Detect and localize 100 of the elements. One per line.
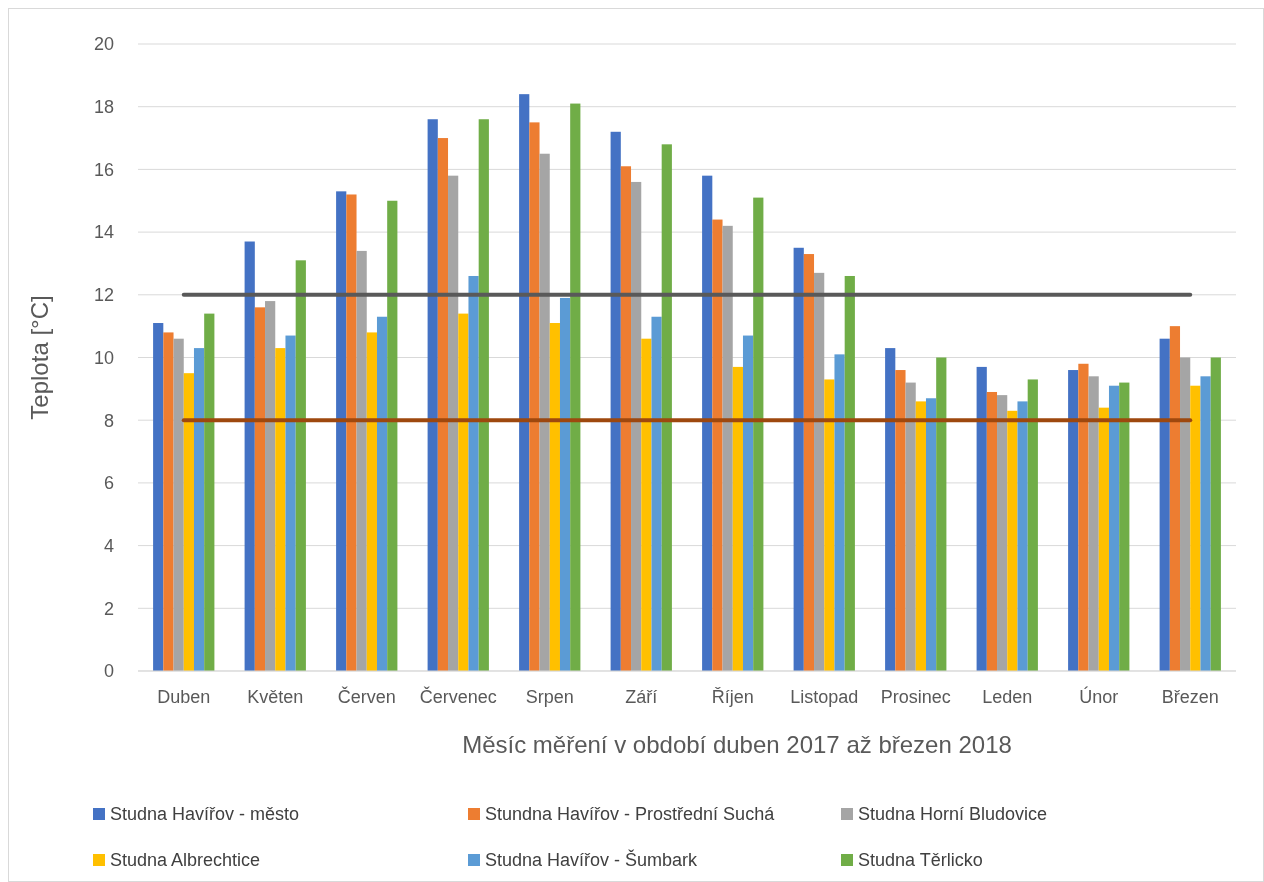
bar — [285, 335, 296, 671]
y-tick-label: 10 — [93, 347, 114, 368]
bar — [620, 166, 632, 671]
bar — [244, 241, 255, 671]
bar — [1027, 379, 1038, 671]
bar — [824, 379, 835, 671]
bar — [1180, 357, 1191, 671]
bar — [549, 323, 560, 671]
y-tick-label: 4 — [103, 535, 114, 556]
bar — [905, 382, 916, 671]
x-tick-label: Září — [625, 687, 658, 707]
bar — [732, 366, 743, 671]
bar — [387, 200, 398, 671]
bar — [346, 194, 357, 671]
x-axis-title: Měsíc měření v období duben 2017 až březen 2018 — [462, 731, 1012, 758]
y-tick-label: 12 — [93, 285, 114, 306]
bar — [986, 391, 998, 671]
bar — [936, 357, 947, 671]
y-tick-label: 0 — [103, 661, 114, 682]
bar — [814, 272, 825, 671]
bar — [204, 313, 215, 671]
bar — [742, 335, 754, 671]
bar — [925, 398, 937, 671]
bar — [356, 250, 367, 671]
y-axis-title: Teplota [°C] — [26, 295, 53, 420]
x-tick-label: Prosinec — [880, 687, 951, 707]
x-tick-label: Srpen — [525, 687, 574, 707]
bar — [1108, 385, 1120, 671]
bar — [712, 219, 723, 671]
bar — [448, 175, 459, 671]
bar — [1169, 326, 1181, 671]
bar — [366, 332, 377, 671]
bar — [265, 301, 276, 671]
y-tick-label: 20 — [93, 34, 114, 55]
bar — [437, 138, 449, 671]
bar — [427, 119, 438, 671]
bar — [1210, 357, 1221, 671]
bar — [295, 260, 306, 671]
bar — [1190, 385, 1201, 671]
y-tick-label: 16 — [93, 159, 114, 180]
bar — [539, 153, 550, 671]
bar — [376, 316, 388, 671]
bar — [1119, 382, 1130, 671]
bar — [183, 373, 194, 671]
bar — [1088, 376, 1099, 671]
legend-label: Studna Havířov - Šumbark — [485, 849, 699, 871]
bar — [153, 323, 164, 671]
bar — [163, 332, 174, 671]
x-tick-label: Únor — [1079, 686, 1119, 707]
bar — [997, 395, 1008, 671]
bar — [1017, 401, 1028, 671]
bar — [976, 366, 987, 671]
bar — [173, 338, 184, 671]
x-tick-label: Březen — [1161, 687, 1219, 707]
bar — [1200, 376, 1211, 671]
y-tick-label: 18 — [93, 97, 114, 117]
bar — [793, 247, 804, 671]
bar — [458, 313, 469, 671]
bar — [519, 94, 530, 671]
y-tick-label: 14 — [93, 222, 114, 243]
x-tick-label: Červenec — [419, 686, 497, 707]
x-tick-label: Leden — [982, 687, 1033, 707]
bar — [915, 401, 926, 671]
bar — [722, 225, 733, 671]
bar — [895, 370, 906, 671]
bar — [1078, 363, 1089, 671]
y-tick-label: 2 — [103, 598, 114, 619]
bar — [478, 119, 489, 671]
bar — [559, 297, 571, 671]
bar — [254, 307, 266, 671]
y-tick-label: 6 — [103, 473, 114, 494]
bar — [1007, 410, 1018, 671]
bar — [834, 354, 845, 671]
bar — [1159, 338, 1170, 671]
bar — [651, 316, 662, 671]
bar — [702, 175, 713, 671]
bar — [641, 338, 652, 671]
bar — [336, 191, 347, 671]
legend-label: Studna Albrechtice — [110, 850, 261, 871]
x-tick-label: Květen — [247, 687, 304, 707]
y-tick-label: 8 — [103, 410, 114, 431]
bar — [803, 254, 815, 671]
x-tick-label: Listopad — [790, 687, 859, 707]
bar — [275, 348, 286, 671]
bar — [753, 197, 764, 671]
bar — [631, 181, 642, 671]
bar — [193, 348, 205, 671]
bar — [661, 144, 672, 671]
bar — [1068, 370, 1079, 671]
bar — [570, 103, 581, 671]
x-tick-label: Říjen — [711, 687, 754, 707]
bar — [885, 348, 896, 671]
bar — [1098, 407, 1109, 671]
bar — [468, 275, 479, 671]
x-tick-label: Červen — [337, 686, 396, 707]
legend-label: Studna Horní Bludovice — [858, 804, 1048, 825]
bar — [844, 275, 855, 671]
bar — [529, 122, 540, 671]
bar — [610, 131, 621, 671]
x-tick-label: Duben — [157, 687, 211, 707]
